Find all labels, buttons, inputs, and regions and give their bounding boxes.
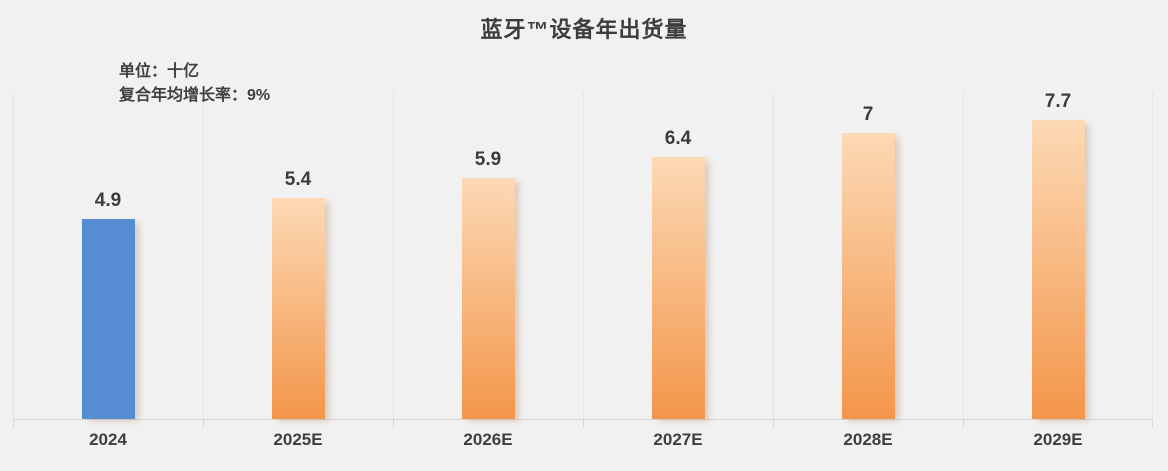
category-label: 2027E xyxy=(653,430,703,449)
unit-note: 单位：十亿 xyxy=(119,63,200,80)
gridline xyxy=(393,92,394,419)
axis-tick xyxy=(963,420,964,428)
bar-2024 xyxy=(81,219,135,419)
gridline xyxy=(203,92,204,419)
chart-title: 蓝牙™设备年出货量 xyxy=(480,17,688,42)
axis-tick xyxy=(773,420,774,428)
value-label: 7 xyxy=(862,104,874,125)
bar-2028E xyxy=(841,133,895,419)
bar-column: 5.9 xyxy=(393,92,583,419)
category-label: 2024 xyxy=(89,430,127,449)
bar-column: 7 xyxy=(773,92,963,419)
axis-tick xyxy=(1152,420,1153,428)
plot-area: 4.9 5.4 5.9 6.4 7 7.7 xyxy=(13,92,1153,428)
category-label: 2029E xyxy=(1033,430,1083,449)
bar-2029E xyxy=(1031,120,1085,419)
value-label: 5.4 xyxy=(284,169,312,190)
bar-2027E xyxy=(651,157,705,419)
gridline xyxy=(1152,92,1153,419)
category-label: 2025E xyxy=(273,430,323,449)
gridline xyxy=(963,92,964,419)
bar-2026E xyxy=(461,178,515,419)
x-axis-labels: 2024 2025E 2026E 2027E 2028E 2029E xyxy=(13,428,1153,454)
axis-tick xyxy=(13,420,14,428)
category-label: 2026E xyxy=(463,430,513,449)
axis-tick xyxy=(203,420,204,428)
bar-column: 7.7 xyxy=(963,92,1153,419)
cagr-note: 复合年均增长率：9% xyxy=(119,87,271,104)
category-label: 2028E xyxy=(843,430,893,449)
value-label: 6.4 xyxy=(664,128,692,149)
gridline xyxy=(13,92,14,419)
bar-column: 5.4 xyxy=(203,92,393,419)
gridline xyxy=(583,92,584,419)
axis-tick xyxy=(393,420,394,428)
axis-tick xyxy=(583,420,584,428)
value-label: 7.7 xyxy=(1044,91,1072,112)
chart-subtitle: 单位：十亿 复合年均增长率：9% xyxy=(119,60,270,108)
gridline xyxy=(773,92,774,419)
value-label: 4.9 xyxy=(94,190,122,211)
bar-column: 6.4 xyxy=(583,92,773,419)
value-label: 5.9 xyxy=(474,149,502,170)
bar-2025E xyxy=(271,198,325,419)
bar-column: 4.9 xyxy=(13,92,203,419)
